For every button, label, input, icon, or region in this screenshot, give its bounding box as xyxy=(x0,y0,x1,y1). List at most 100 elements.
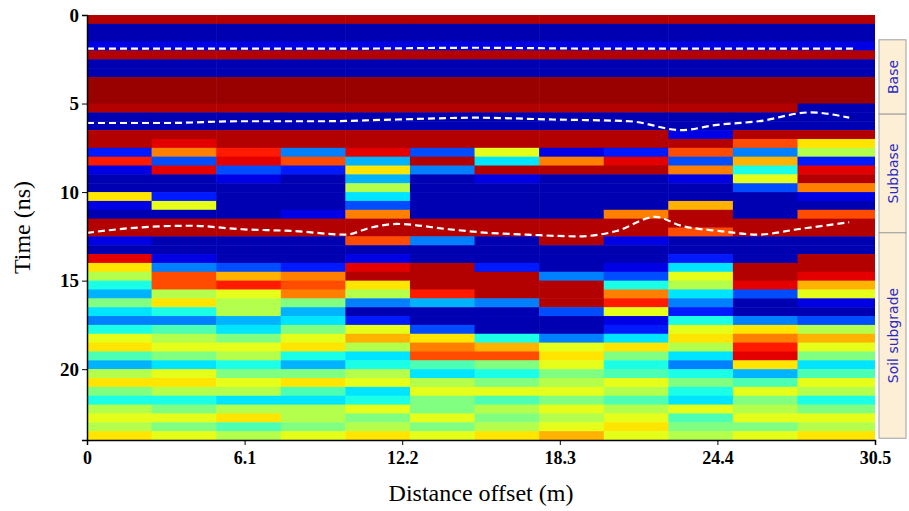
heatmap-cell xyxy=(345,50,410,59)
y-tick-mark xyxy=(82,281,87,282)
heatmap-cell xyxy=(410,236,475,245)
y-tick-label: 0 xyxy=(70,5,80,26)
layer-label: Base xyxy=(885,60,901,94)
heatmap-cell xyxy=(87,272,152,281)
heatmap-cell xyxy=(539,289,604,298)
heatmap-cell xyxy=(668,201,733,210)
heatmap-cell xyxy=(281,157,346,166)
heatmap-cell xyxy=(733,413,798,422)
heatmap-cell xyxy=(733,228,798,237)
heatmap-cell xyxy=(410,104,475,113)
heatmap-cell xyxy=(668,42,733,51)
y-tick: 10 xyxy=(60,182,87,203)
heatmap-cell xyxy=(410,369,475,378)
heatmap-cell xyxy=(345,24,410,33)
heatmap-cell xyxy=(345,148,410,157)
heatmap-cell xyxy=(733,219,798,228)
heatmap-cell xyxy=(281,68,346,77)
heatmap-cell xyxy=(281,289,346,298)
heatmap-cell xyxy=(539,413,604,422)
heatmap-cell xyxy=(281,325,346,334)
heatmap-cell xyxy=(281,121,346,130)
heatmap-cell xyxy=(604,272,669,281)
heatmap-cell xyxy=(668,325,733,334)
heatmap-cell xyxy=(668,183,733,192)
heatmap-cell xyxy=(345,289,410,298)
heatmap-cell xyxy=(604,316,669,325)
heatmap-cell xyxy=(797,396,875,405)
heatmap-cell xyxy=(604,157,669,166)
heatmap-cell xyxy=(475,351,540,360)
heatmap-cell xyxy=(152,15,217,24)
heatmap-cell xyxy=(668,219,733,228)
heatmap-cell xyxy=(539,360,604,369)
heatmap-cell xyxy=(345,369,410,378)
heatmap-cell xyxy=(797,148,875,157)
heatmap-cell xyxy=(281,236,346,245)
heatmap-cell xyxy=(87,236,152,245)
heatmap-cell xyxy=(539,236,604,245)
heatmap-cell xyxy=(152,307,217,316)
heatmap-cell xyxy=(668,298,733,307)
heatmap-cell xyxy=(539,15,604,24)
heatmap-cell xyxy=(345,33,410,42)
heatmap-cell xyxy=(604,201,669,210)
heatmap-cell xyxy=(733,431,798,440)
heatmap-cell xyxy=(797,289,875,298)
heatmap-cell xyxy=(604,431,669,440)
heatmap-cell xyxy=(410,307,475,316)
heatmap-cell xyxy=(410,121,475,130)
heatmap-cell xyxy=(216,307,281,316)
heatmap-cell xyxy=(539,378,604,387)
heatmap-cell xyxy=(345,263,410,272)
heatmap-cell xyxy=(410,405,475,414)
y-tick: 5 xyxy=(70,93,88,114)
heatmap-cell xyxy=(345,307,410,316)
heatmap-cell xyxy=(152,59,217,68)
heatmap-cell xyxy=(668,236,733,245)
heatmap-cell xyxy=(216,24,281,33)
heatmap-cell xyxy=(797,192,875,201)
heatmap-cell xyxy=(87,86,152,95)
heatmap-cell xyxy=(410,24,475,33)
heatmap-cell xyxy=(604,148,669,157)
heatmap-cell xyxy=(733,201,798,210)
heatmap-cell xyxy=(668,77,733,86)
heatmap-cell xyxy=(539,148,604,157)
heatmap-cell xyxy=(216,59,281,68)
x-tick-label: 24.4 xyxy=(702,448,734,468)
heatmap-cell xyxy=(539,104,604,113)
heatmap-cell xyxy=(733,77,798,86)
heatmap-cell xyxy=(733,192,798,201)
heatmap-cell xyxy=(475,431,540,440)
heatmap-cell xyxy=(797,413,875,422)
heatmap-cell xyxy=(797,157,875,166)
heatmap-cell xyxy=(345,360,410,369)
heatmap-cell xyxy=(410,431,475,440)
heatmap-cell xyxy=(152,42,217,51)
heatmap-cell xyxy=(604,360,669,369)
heatmap-cell xyxy=(152,360,217,369)
heatmap-cell xyxy=(216,316,281,325)
x-tick: 0 xyxy=(83,440,92,468)
heatmap-cell xyxy=(152,245,217,254)
heatmap-cell xyxy=(345,351,410,360)
heatmap-cell xyxy=(216,95,281,104)
heatmap-cell xyxy=(668,396,733,405)
heatmap-cell xyxy=(733,422,798,431)
heatmap-cell xyxy=(87,157,152,166)
layer-box xyxy=(879,233,906,438)
heatmap-cell xyxy=(475,281,540,290)
heatmap-cell xyxy=(152,104,217,113)
heatmap-cell xyxy=(216,201,281,210)
heatmap-cell xyxy=(668,334,733,343)
heatmap-cell xyxy=(475,104,540,113)
heatmap-cell xyxy=(797,351,875,360)
heatmap-cell xyxy=(797,263,875,272)
heatmap-cell xyxy=(345,334,410,343)
heatmap-cell xyxy=(604,24,669,33)
heatmap-cell xyxy=(410,33,475,42)
heatmap-cell xyxy=(604,413,669,422)
heatmap-cell xyxy=(152,166,217,175)
heatmap-cell xyxy=(604,130,669,139)
